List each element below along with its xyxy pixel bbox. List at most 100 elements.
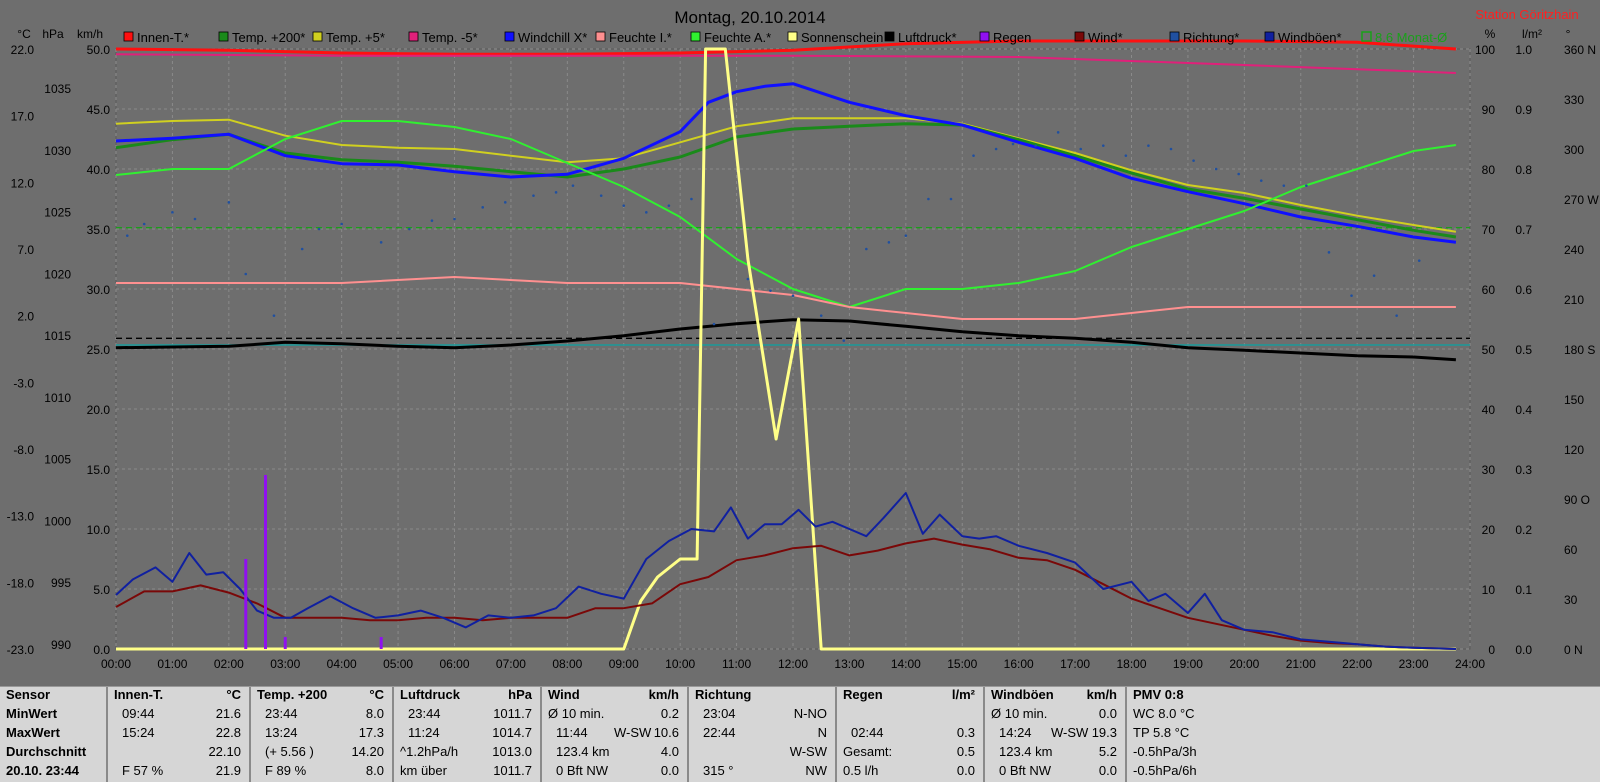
stats-title: Temp. +200 bbox=[257, 687, 328, 702]
stats-row2-value: 0.3 bbox=[956, 725, 975, 740]
percent-tick-label: 90 bbox=[1482, 103, 1496, 117]
legend-label: Feuchte A.* bbox=[704, 30, 771, 45]
stats-row4-label: 315 ° bbox=[703, 763, 734, 778]
percent-tick-label: 20 bbox=[1482, 523, 1496, 537]
direction-point bbox=[1395, 314, 1398, 317]
legend-swatch bbox=[690, 31, 701, 42]
legend-label: Windböen* bbox=[1278, 30, 1342, 45]
x-tick-label: 06:00 bbox=[439, 657, 469, 671]
x-tick-label: 16:00 bbox=[1004, 657, 1034, 671]
stats-row4-label: 0 Bft NW bbox=[556, 763, 609, 778]
direction-point bbox=[272, 314, 276, 317]
direction-tick-label: 180 S bbox=[1564, 343, 1595, 357]
rain-tick-label: 0.0 bbox=[1515, 643, 1532, 657]
stats-min-time: 09:44 bbox=[122, 706, 155, 721]
temp-tick-label: 2.0 bbox=[17, 310, 34, 324]
stats-unit: km/h bbox=[1086, 687, 1117, 702]
direction-tick-label: 330 bbox=[1564, 93, 1584, 107]
stats-regen: Regen l/m² 02:44 0.3 Gesamt: 0.5 0.5 l/h 0.0 bbox=[837, 687, 985, 782]
wind-tick-label: 10.0 bbox=[87, 523, 111, 537]
direction-tick-label: 30 bbox=[1564, 593, 1578, 607]
stats-row3-label: Gesamt: bbox=[843, 744, 893, 759]
pressure-tick-label: 1015 bbox=[44, 329, 71, 343]
legend-label: Regen bbox=[993, 30, 1031, 45]
weather-chart: 00:00 01:00 02:00 03:00 04:00 05:00 06:00 07:00… bbox=[7, 7, 1600, 671]
x-tick-label: 24:00 bbox=[1455, 657, 1485, 671]
direction-tick-label: 300 bbox=[1564, 143, 1584, 157]
direction-point bbox=[1192, 159, 1195, 162]
legend-item: Wind* bbox=[1074, 30, 1123, 45]
direction-point bbox=[317, 227, 321, 231]
direction-point bbox=[949, 197, 953, 201]
stats-avg-value: 22.10 bbox=[208, 744, 241, 759]
stats-row1: WC 8.0 °C bbox=[1133, 706, 1195, 721]
stats-min-time: 23:44 bbox=[265, 706, 298, 721]
series-line-innen bbox=[115, 39, 1457, 56]
temp-tick-label: -8.0 bbox=[13, 443, 34, 457]
direction-tick-label: 90 O bbox=[1564, 493, 1590, 507]
stats-current-label: F 57 % bbox=[122, 763, 164, 778]
series-line-feuchteA bbox=[115, 120, 1457, 308]
stats-min-time: 23:44 bbox=[408, 706, 441, 721]
stats-row4-value: 0.0 bbox=[1098, 763, 1117, 778]
stats-current-value: 8.0 bbox=[365, 763, 384, 778]
x-tick-label: 21:00 bbox=[1286, 657, 1316, 671]
stats-current-label: F 89 % bbox=[265, 763, 307, 778]
direction-point bbox=[927, 197, 930, 201]
pressure-tick-label: 1025 bbox=[44, 206, 71, 220]
legend-item: Feuchte I.* bbox=[595, 30, 672, 45]
legend-label: 8.6 Monat-Ø bbox=[1375, 30, 1447, 45]
direction-point bbox=[622, 204, 626, 207]
direction-tick-label: 240 bbox=[1564, 243, 1584, 257]
direction-point bbox=[193, 217, 197, 221]
stats-luftdruck: Luftdruck hPa 23:44 1011.7 11:24 1014.7 ^1.… bbox=[394, 687, 542, 782]
rain-tick-label: 1.0 bbox=[1515, 43, 1532, 57]
stats-row2-direction: W-SW bbox=[614, 725, 652, 740]
rain-axis-label: l/m² bbox=[1522, 27, 1542, 41]
stats-title: Wind bbox=[548, 687, 580, 702]
stats-wind: Wind km/h Ø 10 min. 0.2 11:44 W-SW 10.6 123.… bbox=[542, 687, 689, 782]
rain-tick-label: 0.6 bbox=[1515, 283, 1532, 297]
legend-item: Temp. +200* bbox=[218, 30, 305, 45]
percent-tick-label: 0 bbox=[1488, 643, 1495, 657]
stats-richtung: Richtung 23:04 N-NO 22:44 N W-SW 315 ° NW bbox=[689, 687, 837, 782]
stats-max-value: 1014.7 bbox=[492, 725, 532, 740]
direction-point bbox=[1282, 184, 1286, 187]
legend-swatch bbox=[504, 31, 515, 42]
direction-point bbox=[408, 227, 411, 231]
wind-axis-label: km/h bbox=[77, 27, 103, 41]
legend-swatch bbox=[1264, 31, 1275, 42]
x-tick-label: 09:00 bbox=[609, 657, 639, 671]
rain-tick-label: 0.9 bbox=[1515, 103, 1532, 117]
direction-point bbox=[769, 289, 772, 292]
stats-label-current: 20.10. 23:44 bbox=[6, 763, 80, 778]
legend-label: Innen-T.* bbox=[137, 30, 189, 45]
stats-row4-label: 0.5 l/h bbox=[843, 763, 879, 778]
legend-item: Innen-T.* bbox=[123, 30, 189, 45]
pressure-tick-label: 1035 bbox=[44, 82, 71, 96]
x-tick-label: 07:00 bbox=[496, 657, 526, 671]
direction-point bbox=[1214, 167, 1218, 171]
legend-label: Luftdruck* bbox=[898, 30, 957, 45]
stats-innen: Innen-T. °C 09:44 21.6 15:24 22.8 22.10 F 5… bbox=[108, 687, 251, 782]
direction-tick-label: 210 bbox=[1564, 293, 1584, 307]
legend-label: Wind* bbox=[1088, 30, 1123, 45]
legend-label: Sonnenschein bbox=[801, 30, 883, 45]
stats-row4: -0.5hPa/6h bbox=[1133, 763, 1197, 778]
stats-label-max: MaxWert bbox=[6, 725, 60, 740]
chart-legend: Innen-T.* Temp. +200* Temp. +5* Temp. -5* Wi… bbox=[123, 30, 1447, 45]
pressure-tick-label: 990 bbox=[51, 638, 71, 652]
series-line-sonne bbox=[116, 47, 1456, 651]
direction-point bbox=[842, 339, 846, 342]
temp-tick-label: -18.0 bbox=[7, 576, 35, 590]
stats-row3-value: 4.0 bbox=[660, 744, 679, 759]
stats-row3-label: 123.4 km bbox=[556, 744, 610, 759]
stats-row1-time: 23:04 bbox=[703, 706, 736, 721]
stats-row3-label: 123.4 km bbox=[999, 744, 1053, 759]
direction-point bbox=[1350, 294, 1353, 297]
direction-point bbox=[1417, 259, 1421, 262]
x-tick-label: 04:00 bbox=[327, 657, 357, 671]
stats-label-avg: Durchschnitt bbox=[6, 744, 87, 759]
series-line-feuchteI bbox=[116, 276, 1456, 320]
x-tick-label: 01:00 bbox=[157, 657, 187, 671]
